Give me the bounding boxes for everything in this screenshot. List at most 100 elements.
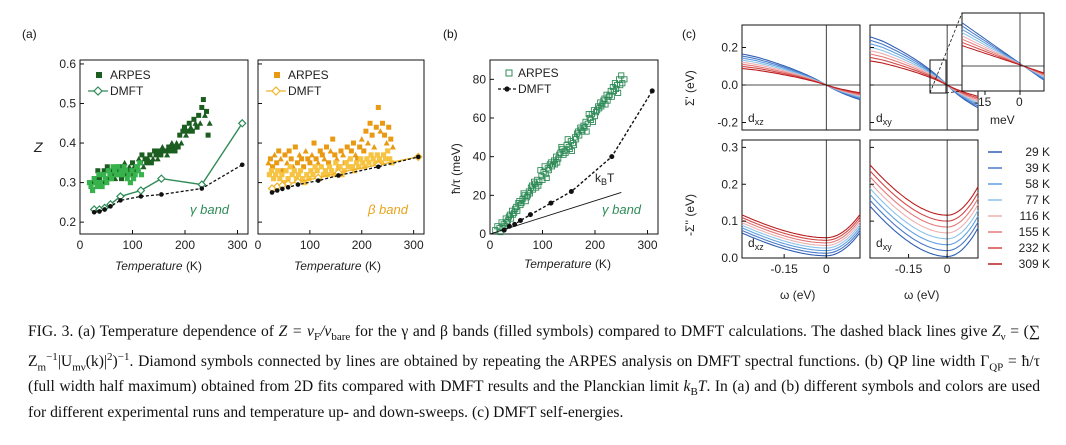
arpes-point: [604, 97, 611, 104]
sigma-real-curve: [869, 50, 979, 102]
arpes-point: [517, 201, 524, 209]
arpes-point: [109, 168, 115, 174]
arpes-point: [283, 168, 289, 174]
zv-point: [315, 178, 321, 183]
arpes-point: [285, 176, 291, 182]
arpes-point: [139, 152, 145, 158]
arpes-point: [95, 168, 101, 174]
panel-b-linewidth-chart: ħ/τ (meV) 0 20 40 60 80 0 100 200 300 γ band kB…: [449, 59, 659, 271]
sigma-real-curve: [869, 36, 979, 109]
arpes-point: [292, 144, 298, 150]
arpes-point: [602, 101, 609, 108]
arpes-point: [314, 168, 320, 174]
arpes-point: [199, 104, 205, 110]
sigma-real-curve: [869, 56, 979, 99]
arpes-point: [177, 132, 183, 138]
arpes-point: [594, 107, 601, 114]
arpes-point: [343, 160, 349, 166]
arpes-point: [295, 172, 302, 178]
arpes-point: [270, 164, 276, 170]
x-tick-label: 100: [300, 238, 320, 252]
panel-label-a: (a): [22, 27, 37, 41]
x-tick-label: -0.15: [770, 262, 798, 276]
arpes-point: [90, 180, 96, 186]
legend-arpes-label: ARPES: [518, 66, 559, 80]
zv-point: [285, 185, 291, 190]
legend-dmft-diamond: [271, 86, 281, 96]
zv-point: [280, 186, 285, 192]
arpes-point: [348, 148, 354, 154]
dxz-label-top: dxz: [748, 111, 764, 127]
arpes-point: [282, 152, 288, 158]
dmft-point: [548, 200, 554, 206]
sigma-imag-curve: [869, 194, 979, 246]
arpes-point: [130, 176, 137, 182]
figure-3: (a) (b) (c) Z 0.20.30.40.50.6 0 100 200 300…: [22, 12, 1050, 302]
zv-point: [91, 209, 97, 215]
arpes-point: [142, 156, 148, 162]
arpes-point: [119, 172, 126, 178]
arpes-point: [173, 140, 180, 146]
arpes-point: [274, 160, 280, 166]
arpes-point: [519, 196, 526, 203]
arpes-point: [504, 217, 511, 224]
arpes-point: [545, 167, 552, 174]
arpes-point: [319, 152, 325, 158]
legend-dmft-diamond: [93, 86, 103, 96]
arpes-point: [593, 109, 600, 116]
inset-unit: meV: [990, 113, 1015, 127]
zv-point: [159, 192, 164, 197]
zv-point: [108, 204, 113, 209]
arpes-point: [378, 160, 385, 166]
arpes-point: [178, 140, 185, 146]
arpes-point: [168, 140, 175, 146]
arpes-point: [138, 172, 145, 178]
sigma-real-curve: [869, 46, 979, 104]
dmft-point: [568, 188, 574, 194]
arpes-point: [591, 113, 599, 120]
arpes-point: [112, 168, 118, 174]
arpes-point: [621, 76, 628, 83]
arpes-point: [183, 132, 190, 138]
sigma-imag-curve: [869, 188, 979, 240]
arpes-point: [323, 144, 329, 150]
dmft-point: [527, 212, 533, 218]
zv-point: [118, 198, 123, 203]
arpes-point: [123, 172, 129, 178]
arpes-point: [528, 182, 536, 189]
arpes-point: [286, 148, 292, 154]
arpes-point: [118, 176, 124, 182]
arpes-point: [573, 136, 580, 143]
arpes-point: [531, 178, 538, 185]
arpes-point: [619, 80, 626, 87]
arpes-point: [559, 145, 566, 152]
arpes-point: [606, 91, 613, 98]
arpes-point: [548, 163, 555, 170]
dmft-point: [237, 118, 247, 128]
arpes-point: [388, 136, 394, 142]
arpes-point: [385, 148, 391, 154]
dmft-point: [517, 217, 523, 223]
arpes-point: [577, 124, 584, 131]
y-tick-label: 0.3: [721, 140, 738, 154]
y-tick-label: 0.4: [59, 136, 76, 150]
arpes-point: [380, 152, 387, 158]
arpes-point: [180, 128, 186, 134]
arpes-point: [135, 155, 142, 162]
arpes-point: [311, 140, 317, 146]
c-top-left-frame: [741, 24, 861, 131]
arpes-point: [375, 104, 381, 110]
arpes-point: [333, 160, 339, 166]
z-axis-label: Z: [33, 139, 43, 155]
y-tick-label: 0.3: [59, 176, 76, 190]
arpes-point: [617, 82, 624, 89]
arpes-point: [305, 156, 311, 162]
x-tick-label: 200: [175, 238, 195, 252]
arpes-point: [383, 156, 389, 162]
zv-point: [239, 162, 245, 168]
x-tick-label: -0.15: [895, 262, 923, 276]
x-tick-label: 300: [637, 238, 657, 252]
dxy-label-bottom: dxy: [876, 236, 892, 252]
arpes-point: [113, 172, 119, 178]
arpes-point: [358, 136, 365, 142]
